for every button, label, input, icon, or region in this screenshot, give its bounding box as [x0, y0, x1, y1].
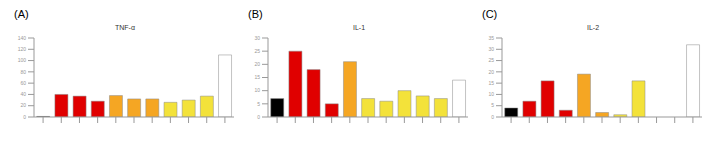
- svg-text:5: 5: [491, 102, 494, 108]
- svg-text:40: 40: [20, 91, 26, 97]
- svg-text:25: 25: [254, 48, 260, 54]
- svg-text:25: 25: [488, 57, 494, 63]
- svg-text:15: 15: [488, 80, 494, 86]
- svg-text:35: 35: [488, 35, 494, 41]
- svg-text:30: 30: [254, 35, 260, 41]
- svg-text:0: 0: [257, 114, 260, 120]
- svg-text:60: 60: [20, 80, 26, 86]
- svg-text:15: 15: [254, 74, 260, 80]
- svg-text:30: 30: [488, 46, 494, 52]
- svg-text:20: 20: [254, 61, 260, 67]
- svg-text:120: 120: [18, 46, 27, 52]
- svg-text:10: 10: [488, 91, 494, 97]
- svg-text:80: 80: [20, 69, 26, 75]
- html-text:TNF-α: TNF-α: [115, 24, 135, 31]
- svg-text:10: 10: [254, 87, 260, 93]
- html-text:(C): (C): [482, 8, 498, 20]
- svg-text:140: 140: [18, 35, 27, 41]
- html-text:IL-2: IL-2: [587, 24, 599, 31]
- svg-text:0: 0: [23, 114, 26, 120]
- svg-text:5: 5: [257, 101, 260, 107]
- html-text:(B): (B): [248, 8, 263, 20]
- svg-text:20: 20: [20, 102, 26, 108]
- html-text:IL-1: IL-1: [353, 24, 365, 31]
- svg-text:20: 20: [488, 69, 494, 75]
- svg-text:100: 100: [18, 57, 27, 63]
- svg-text:0: 0: [491, 114, 494, 120]
- html-text:(A): (A): [14, 8, 29, 20]
